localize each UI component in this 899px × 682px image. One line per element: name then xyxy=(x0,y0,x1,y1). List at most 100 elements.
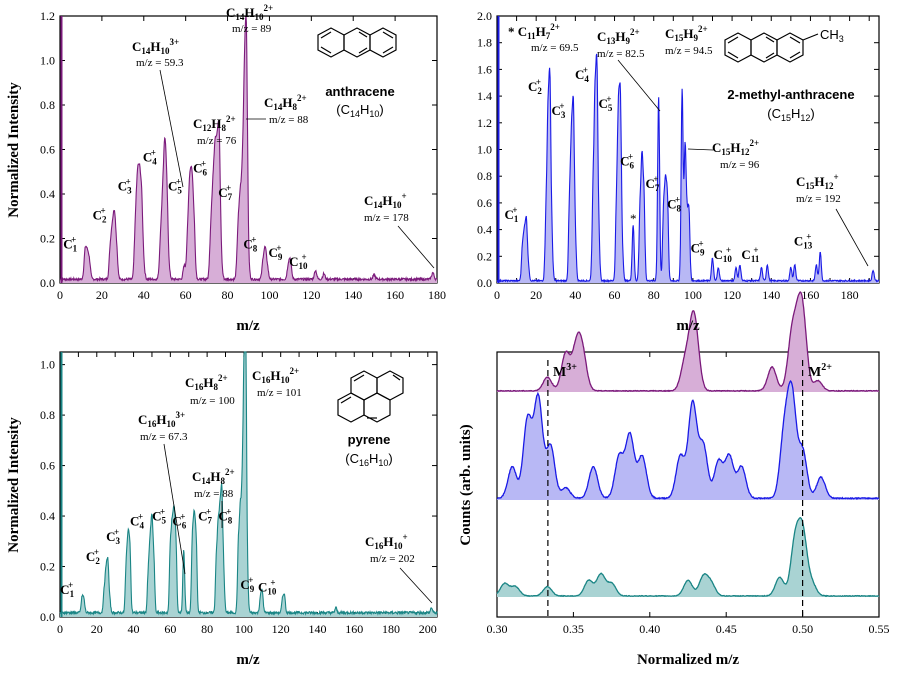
panel-normalized: 0.30 0.35 0.40 0.45 0.50 0.55 xyxy=(487,291,890,636)
x-tick-label: 0.40 xyxy=(639,622,660,636)
callout-mz: m/z = 101 xyxy=(257,387,302,399)
peak-label: C3+ xyxy=(106,527,120,546)
x-tick-label: 0 xyxy=(494,288,500,302)
peak-label: C3+ xyxy=(118,176,132,195)
peak-label: C6+ xyxy=(620,152,634,171)
peak-label: C2+ xyxy=(93,205,107,224)
x-axis-label: m/z xyxy=(236,318,260,334)
x-tick-label: 80 xyxy=(648,288,660,302)
x-tick-label: 0.45 xyxy=(716,622,737,636)
callout-mz: m/z = 94.5 xyxy=(665,45,713,57)
y-tick-label: 0.6 xyxy=(40,459,55,473)
x-tick-label: 0 xyxy=(57,288,63,302)
peak-label: C7+ xyxy=(198,507,212,526)
callouts-pyrene: C16H82+ m/z = 100 C16H102+ m/z = 101 C16… xyxy=(138,366,433,604)
peak-label: C8+ xyxy=(667,194,681,213)
peak-label: C4+ xyxy=(143,148,157,167)
callout-mz: m/z = 192 xyxy=(796,193,841,205)
callout-ion: C15H92+ xyxy=(665,24,708,43)
x-axis-label: Normalized m/z xyxy=(637,652,739,668)
y-tick-label: 1.2 xyxy=(40,9,55,23)
series-fill xyxy=(497,517,879,597)
callout-mz: m/z = 96 xyxy=(720,159,760,171)
series-line xyxy=(59,15,438,283)
series-line xyxy=(497,379,880,500)
peak-label: C5+ xyxy=(599,94,613,113)
x-tick-label: 0.55 xyxy=(869,622,890,636)
x-tick-label: 20 xyxy=(91,622,103,636)
peak-label: C9+ xyxy=(240,575,254,594)
y-tick-label: 0.2 xyxy=(477,249,492,263)
x-tick-label: 180 xyxy=(382,622,400,636)
callout-mz: m/z = 88 xyxy=(194,488,234,500)
x-tick-label: 160 xyxy=(386,288,404,302)
panel-pyrene: 0 20 40 60 80 100 120 140 160 180 200 0.0 0.2 0.4 0.6 0… xyxy=(40,351,438,636)
x-tick-label: 100 xyxy=(260,288,278,302)
y-tick-label: 1.0 xyxy=(40,54,55,68)
callout-ion: C14H102+ xyxy=(226,3,273,22)
x-tick-label: 140 xyxy=(344,288,362,302)
y-tick-label: 0.8 xyxy=(40,98,55,112)
x-tick-label: 20 xyxy=(530,288,542,302)
anthracene-structure-icon xyxy=(317,27,397,58)
y-tick-label: 0.6 xyxy=(40,143,55,157)
y-tick-label: 0.8 xyxy=(477,169,492,183)
peak-label: C2+ xyxy=(86,547,100,566)
y-tick-label: 1.8 xyxy=(477,36,492,50)
peak-label: C13+ xyxy=(794,232,813,251)
x-tick-label: 100 xyxy=(235,622,253,636)
x-tick-label: 120 xyxy=(302,288,320,302)
x-tick-label: 160 xyxy=(345,622,363,636)
molecule-formula: (C14H10) xyxy=(336,102,383,119)
peak-label: C5+ xyxy=(152,507,166,526)
y-tick-label: 2.0 xyxy=(477,9,492,23)
x-tick-label: 200 xyxy=(419,622,437,636)
series-line xyxy=(496,53,880,284)
peak-label: C11+ xyxy=(741,245,759,264)
x-tick-label: 40 xyxy=(569,288,581,302)
x-tick-label: 60 xyxy=(164,622,176,636)
peak-label: C4+ xyxy=(130,512,144,531)
callout-ion: C16H103+ xyxy=(138,410,185,429)
peak-label: C1+ xyxy=(63,234,77,253)
y-tick-label: 0.2 xyxy=(40,560,55,574)
y-tick-label: 0.8 xyxy=(40,408,55,422)
x-axis-label: m/z xyxy=(236,652,260,668)
peak-label: C5+ xyxy=(168,176,182,195)
x-tick-label: 160 xyxy=(801,288,819,302)
peak-label: C2+ xyxy=(528,77,542,96)
peak-label: C1+ xyxy=(60,580,74,599)
callout-mz: m/z = 100 xyxy=(190,395,235,407)
callout-mz: m/z = 88 xyxy=(269,114,309,126)
y-axis-label: Normalized Intensity xyxy=(6,417,22,553)
peak-label: C9+ xyxy=(691,238,705,257)
callout-mz: m/z = 59.3 xyxy=(136,57,184,69)
peak-label: C7+ xyxy=(646,174,660,193)
x-tick-label: 0 xyxy=(57,622,63,636)
x-tick-label: 180 xyxy=(841,288,859,302)
x-axis-label: m/z xyxy=(676,318,700,334)
molecule-name: pyrene xyxy=(348,432,391,447)
molecule-formula: (C15H12) xyxy=(767,106,814,123)
y-tick-label: 0.4 xyxy=(477,223,492,237)
peak-label: C10+ xyxy=(289,252,308,271)
callout-ion: C16H102+ xyxy=(252,366,299,385)
callout-ion: C14H10+ xyxy=(364,191,407,210)
callout-ion: C16H82+ xyxy=(185,373,228,392)
callout-ion: C12H82+ xyxy=(193,114,236,133)
series-line xyxy=(59,351,438,616)
peak-label: C3+ xyxy=(552,101,566,120)
callout-ion: C15H122+ xyxy=(712,138,759,157)
y-tick-label: 0.0 xyxy=(477,276,492,290)
y-tick-label: 1.0 xyxy=(477,143,492,157)
x-tick-label: 60 xyxy=(180,288,192,302)
y-tick-label: 0.0 xyxy=(40,276,55,290)
peak-label: C8+ xyxy=(243,234,257,253)
series-fill xyxy=(497,292,879,392)
peak-label: C1+ xyxy=(504,205,518,224)
peak-label: C7+ xyxy=(218,183,232,202)
molecule-formula: (C16H10) xyxy=(345,451,392,468)
methyl-anthracene-structure-icon xyxy=(724,32,819,63)
callout-mz: m/z = 202 xyxy=(370,553,415,565)
series-line xyxy=(496,291,880,393)
